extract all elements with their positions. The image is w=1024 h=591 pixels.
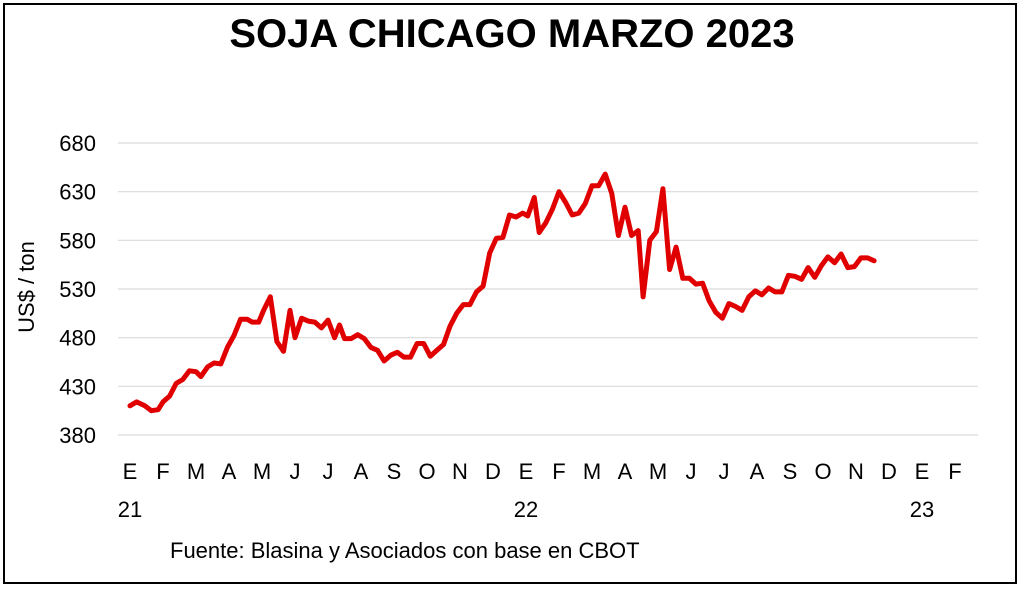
x-year-label: 23 bbox=[910, 497, 934, 522]
y-axis-label: US$ / ton bbox=[14, 241, 39, 333]
chart-title: SOJA CHICAGO MARZO 2023 bbox=[229, 12, 795, 56]
x-tick-label: F bbox=[948, 459, 961, 484]
x-tick-label: N bbox=[848, 459, 864, 484]
x-tick-label: M bbox=[649, 459, 667, 484]
y-axis-ticks: 380 430 480 530 580 630 680 bbox=[59, 131, 96, 448]
x-tick-label: N bbox=[452, 459, 468, 484]
y-tick-label: 430 bbox=[59, 374, 96, 399]
x-tick-label: S bbox=[387, 459, 402, 484]
x-tick-label: D bbox=[881, 459, 897, 484]
source-note: Fuente: Blasina y Asociados con base en … bbox=[170, 538, 640, 563]
x-tick-label: E bbox=[123, 459, 138, 484]
x-tick-label: M bbox=[187, 459, 205, 484]
x-year-label: 22 bbox=[514, 497, 538, 522]
y-tick-label: 630 bbox=[59, 180, 96, 205]
y-tick-label: 680 bbox=[59, 131, 96, 156]
y-tick-label: 480 bbox=[59, 326, 96, 351]
x-tick-label: A bbox=[354, 459, 369, 484]
x-tick-label: F bbox=[552, 459, 565, 484]
y-tick-label: 580 bbox=[59, 228, 96, 253]
x-tick-label: J bbox=[290, 459, 301, 484]
x-tick-label: A bbox=[750, 459, 765, 484]
x-tick-label: O bbox=[418, 459, 435, 484]
x-tick-label: M bbox=[253, 459, 271, 484]
x-tick-label: D bbox=[485, 459, 501, 484]
series-line bbox=[127, 171, 877, 414]
gridlines bbox=[118, 142, 978, 436]
y-tick-label: 530 bbox=[59, 277, 96, 302]
x-tick-label: E bbox=[519, 459, 534, 484]
x-tick-label: A bbox=[222, 459, 237, 484]
x-tick-label: S bbox=[783, 459, 798, 484]
x-year-label: 21 bbox=[118, 497, 142, 522]
x-tick-label: F bbox=[156, 459, 169, 484]
x-tick-label: J bbox=[686, 459, 697, 484]
x-tick-label: E bbox=[915, 459, 930, 484]
x-tick-label: A bbox=[618, 459, 633, 484]
x-tick-label: J bbox=[323, 459, 334, 484]
y-tick-label: 380 bbox=[59, 423, 96, 448]
x-axis-year-ticks: 21 22 23 bbox=[118, 497, 934, 522]
chart-frame bbox=[3, 3, 1017, 584]
x-tick-label: O bbox=[814, 459, 831, 484]
x-tick-label: J bbox=[719, 459, 730, 484]
x-tick-label: M bbox=[583, 459, 601, 484]
